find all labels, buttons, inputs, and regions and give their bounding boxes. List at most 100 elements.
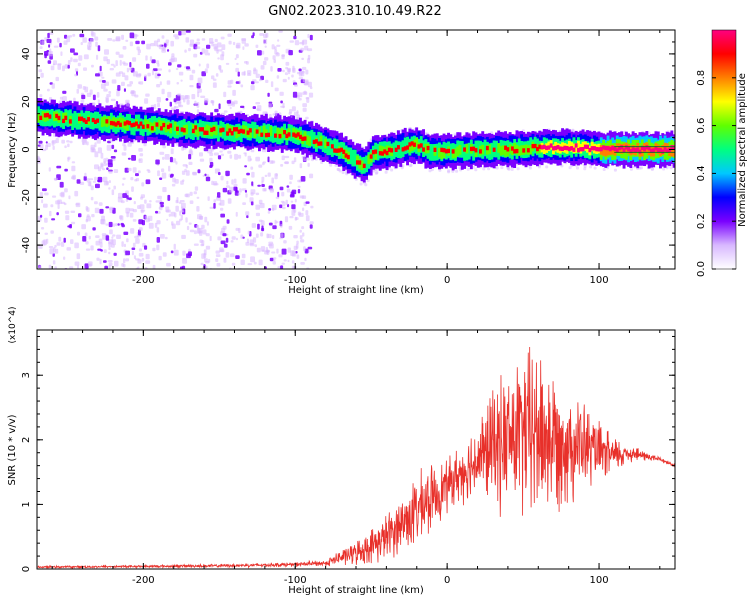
noise-speckle bbox=[302, 232, 305, 237]
ridge-cell bbox=[415, 137, 419, 148]
ridge-cell bbox=[119, 117, 122, 127]
noise-speckle bbox=[306, 267, 310, 269]
noise-speckle bbox=[108, 180, 111, 184]
ridge-cell bbox=[258, 126, 261, 137]
ridge-cell bbox=[472, 143, 476, 161]
noise-speckle bbox=[110, 156, 116, 159]
ridge-cell bbox=[463, 144, 466, 161]
noise-speckle bbox=[168, 69, 171, 73]
ridge-cell bbox=[55, 113, 59, 119]
ridge-cell bbox=[235, 128, 239, 139]
noise-speckle bbox=[51, 83, 55, 89]
x-tick-label: -100 bbox=[284, 575, 307, 586]
noise-speckle bbox=[97, 45, 101, 52]
noise-speckle bbox=[124, 75, 129, 81]
noise-speckle bbox=[136, 46, 140, 51]
noise-speckle bbox=[250, 189, 256, 195]
noise-speckle bbox=[39, 192, 44, 197]
noise-speckle bbox=[111, 144, 115, 149]
noise-speckle bbox=[74, 190, 79, 197]
ridge-cell bbox=[672, 146, 675, 157]
noise-speckle bbox=[186, 225, 190, 231]
noise-speckle bbox=[305, 215, 310, 222]
noise-speckle bbox=[209, 157, 213, 164]
noise-speckle bbox=[108, 170, 113, 174]
ridge-cell bbox=[64, 115, 68, 120]
noise-speckle bbox=[63, 237, 66, 243]
noise-speckle bbox=[292, 91, 298, 98]
noise-speckle bbox=[105, 235, 110, 241]
ridge-cell bbox=[672, 145, 675, 150]
ridge-cell bbox=[476, 140, 480, 158]
ridge-cell bbox=[515, 148, 519, 154]
noise-speckle bbox=[181, 206, 184, 212]
ridge-cell bbox=[504, 145, 507, 150]
ridge-cell bbox=[75, 112, 79, 130]
noise-speckle bbox=[216, 262, 221, 267]
noise-speckle bbox=[109, 206, 114, 211]
ridge-cell bbox=[62, 118, 65, 124]
noise-speckle bbox=[209, 41, 215, 44]
ridge-halo bbox=[366, 179, 370, 183]
noise-speckle bbox=[50, 230, 54, 234]
noise-speckle bbox=[195, 46, 201, 49]
noise-speckle bbox=[306, 97, 310, 103]
noise-speckle bbox=[285, 66, 289, 70]
ridge-cell bbox=[212, 126, 216, 132]
noise-speckle bbox=[302, 107, 307, 112]
noise-speckle bbox=[167, 194, 171, 201]
noise-speckle bbox=[113, 185, 116, 190]
noise-speckle bbox=[94, 151, 99, 158]
ridge-cell bbox=[328, 138, 332, 156]
ridge-cell bbox=[522, 148, 526, 153]
noise-speckle bbox=[125, 207, 130, 214]
noise-speckle bbox=[217, 192, 221, 198]
ridge-cell bbox=[326, 141, 330, 147]
noise-speckle bbox=[289, 181, 292, 185]
ridge-cell bbox=[242, 129, 245, 134]
noise-speckle bbox=[272, 55, 276, 60]
x-tick-label: -200 bbox=[132, 275, 155, 286]
ridge-halo bbox=[374, 171, 378, 175]
x-tick-label: -200 bbox=[132, 575, 155, 586]
x-tick-label: 100 bbox=[590, 575, 609, 586]
noise-speckle bbox=[55, 76, 59, 82]
ridge-halo bbox=[640, 166, 643, 170]
noise-speckle bbox=[254, 244, 257, 248]
noise-speckle bbox=[101, 76, 105, 79]
noise-speckle bbox=[77, 231, 80, 236]
noise-speckle bbox=[158, 44, 162, 50]
noise-speckle bbox=[97, 99, 100, 104]
noise-speckle bbox=[281, 262, 285, 265]
noise-speckle bbox=[179, 211, 182, 216]
ridge-cell bbox=[169, 123, 173, 128]
noise-speckle bbox=[81, 138, 87, 143]
noise-speckle bbox=[220, 175, 224, 181]
noise-speckle bbox=[282, 201, 286, 206]
noise-speckle bbox=[193, 191, 197, 195]
ridge-cell bbox=[160, 120, 163, 131]
ridge-cell bbox=[239, 128, 243, 134]
noise-speckle bbox=[241, 253, 246, 259]
ridge-halo bbox=[528, 166, 532, 170]
noise-speckle bbox=[234, 153, 238, 160]
ridge-cell bbox=[228, 128, 232, 133]
ridge-cell bbox=[237, 129, 241, 134]
ridge-cell bbox=[606, 146, 610, 151]
noise-speckle bbox=[85, 206, 88, 211]
ridge-cell bbox=[629, 149, 633, 154]
noise-speckle bbox=[121, 81, 125, 86]
noise-speckle bbox=[168, 62, 172, 66]
ridge-cell bbox=[408, 142, 412, 147]
ridge-cell bbox=[278, 134, 282, 139]
noise-speckle bbox=[209, 235, 212, 242]
noise-speckle bbox=[215, 258, 219, 262]
noise-speckle bbox=[59, 96, 63, 100]
noise-speckle bbox=[170, 148, 174, 155]
noise-speckle bbox=[229, 154, 233, 159]
ridge-cell bbox=[301, 136, 305, 141]
noise-speckle bbox=[105, 96, 109, 103]
ridge-cell bbox=[96, 118, 100, 123]
noise-speckle bbox=[105, 206, 110, 209]
ridge-cell bbox=[139, 121, 143, 126]
